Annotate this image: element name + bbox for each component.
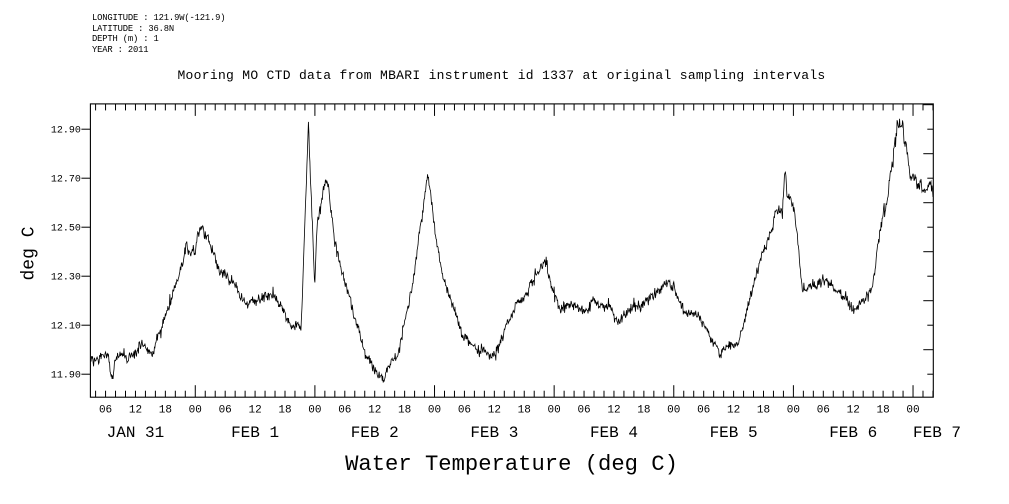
- svg-text:JAN 31: JAN 31: [107, 424, 165, 442]
- svg-text:06: 06: [458, 405, 471, 417]
- svg-text:12: 12: [368, 405, 381, 417]
- svg-text:12.70: 12.70: [51, 175, 81, 186]
- svg-text:18: 18: [637, 405, 650, 417]
- svg-text:12.50: 12.50: [51, 224, 81, 235]
- svg-text:00: 00: [428, 405, 441, 417]
- svg-text:00: 00: [667, 405, 680, 417]
- svg-text:06: 06: [577, 405, 590, 417]
- svg-text:18: 18: [278, 405, 291, 417]
- svg-text:FEB 4: FEB 4: [590, 424, 638, 442]
- svg-text:11.90: 11.90: [51, 371, 81, 382]
- svg-text:00: 00: [548, 405, 561, 417]
- svg-text:06: 06: [338, 405, 351, 417]
- svg-text:FEB 3: FEB 3: [470, 424, 518, 442]
- svg-text:06: 06: [697, 405, 710, 417]
- svg-text:06: 06: [817, 405, 830, 417]
- svg-text:00: 00: [787, 405, 800, 417]
- svg-text:FEB 1: FEB 1: [231, 424, 279, 442]
- svg-text:12: 12: [488, 405, 501, 417]
- svg-text:12: 12: [727, 405, 740, 417]
- svg-text:00: 00: [906, 405, 919, 417]
- svg-text:06: 06: [219, 405, 232, 417]
- svg-text:12.30: 12.30: [51, 273, 81, 284]
- svg-text:12: 12: [248, 405, 261, 417]
- svg-text:18: 18: [757, 405, 770, 417]
- svg-text:18: 18: [877, 405, 890, 417]
- svg-text:18: 18: [518, 405, 531, 417]
- svg-text:12: 12: [847, 405, 860, 417]
- svg-text:12.10: 12.10: [51, 322, 81, 333]
- svg-text:FEB 7: FEB 7: [913, 424, 961, 442]
- svg-text:06: 06: [99, 405, 112, 417]
- svg-text:FEB 6: FEB 6: [829, 424, 877, 442]
- svg-text:00: 00: [189, 405, 202, 417]
- svg-text:FEB 2: FEB 2: [351, 424, 399, 442]
- svg-text:12: 12: [129, 405, 142, 417]
- svg-text:12.90: 12.90: [51, 126, 81, 137]
- svg-text:FEB 5: FEB 5: [710, 424, 758, 442]
- svg-text:12: 12: [607, 405, 620, 417]
- svg-text:18: 18: [398, 405, 411, 417]
- svg-text:00: 00: [308, 405, 321, 417]
- svg-text:18: 18: [159, 405, 172, 417]
